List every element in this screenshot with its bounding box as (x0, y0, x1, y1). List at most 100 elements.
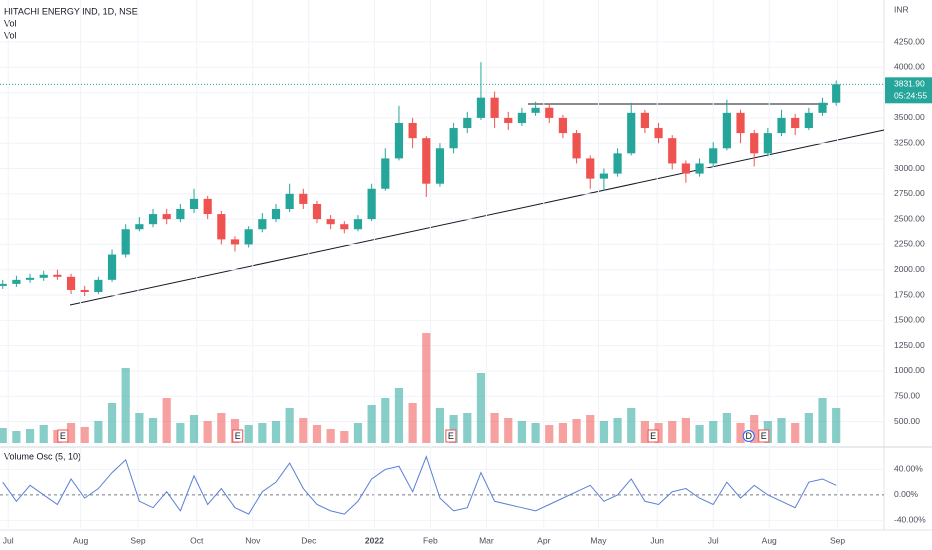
volume-bar (586, 415, 595, 443)
event-marker (57, 429, 69, 443)
volume-bar (189, 415, 199, 443)
candle-body (203, 198, 212, 215)
x-tick-label: 2022 (365, 535, 384, 545)
candle-body (148, 214, 158, 225)
candle-body (408, 122, 417, 139)
volume-bar (162, 398, 171, 443)
volume-bar (340, 431, 349, 443)
currency-label: INR (894, 4, 909, 14)
y-tick-label: 4000.00 (894, 62, 925, 72)
y-tick-label: 750.00 (894, 390, 920, 400)
volume-bar (722, 413, 731, 443)
volume-bar (176, 423, 185, 443)
candle-body (654, 128, 663, 139)
volume-bar (832, 408, 841, 443)
candle-body (517, 112, 527, 123)
y-tick-label: 3500.00 (894, 112, 925, 122)
indicator-label: Vol (4, 18, 17, 28)
candle-body (176, 209, 185, 220)
candle-body (531, 107, 540, 113)
candle-body (285, 193, 294, 210)
volume-bar (285, 408, 294, 443)
volume-bar (449, 415, 458, 443)
candle-body (736, 112, 745, 134)
event-label: E (60, 431, 66, 441)
candle-body (449, 128, 458, 149)
candle-body (545, 107, 554, 118)
candle-body (271, 209, 281, 220)
candle-body (135, 224, 144, 230)
candle-body (107, 254, 117, 280)
volume-bar (545, 425, 554, 443)
volume-bar (121, 368, 130, 443)
y-tick-label: 3250.00 (894, 137, 925, 147)
volume-bar (476, 373, 486, 443)
candle-body (422, 138, 431, 184)
support-trendline (69, 129, 885, 306)
x-tick-label: Sep (130, 535, 145, 545)
candle-body (750, 133, 759, 154)
candle-body (367, 188, 376, 220)
y-tick-label: 500.00 (894, 416, 920, 426)
y-tick-label: 3000.00 (894, 163, 925, 173)
last-price-box (885, 77, 932, 104)
candle-body (463, 117, 472, 129)
event-label: E (650, 431, 656, 441)
y-tick-label: 1250.00 (894, 340, 925, 350)
x-tick-label: Jul (3, 535, 14, 545)
osc-tick-label: 0.00% (894, 489, 919, 499)
candle-body (244, 229, 253, 245)
candle-body (381, 158, 390, 189)
event-label: D (745, 431, 752, 441)
candle-body (476, 97, 486, 118)
volume-bar (39, 425, 48, 443)
candle-body (777, 117, 786, 134)
y-tick-label: 1750.00 (894, 289, 925, 299)
candle-body (53, 274, 62, 277)
x-tick-label: Aug (73, 535, 88, 545)
last-price-label: 3831.90 (894, 79, 925, 89)
candle-body (299, 193, 308, 204)
candle-body (722, 112, 731, 149)
candle-body (94, 279, 103, 292)
y-tick-label: 2000.00 (894, 264, 925, 274)
candle-body (162, 214, 171, 220)
candle-body (818, 102, 827, 113)
volume-bar (531, 423, 540, 443)
y-tick-label: 1000.00 (894, 365, 925, 375)
candle-body (804, 112, 813, 129)
candle-body (80, 289, 89, 292)
y-tick-label: 2500.00 (894, 213, 925, 223)
candle-body (230, 239, 240, 245)
volume-bar (613, 418, 622, 443)
candle-body (791, 117, 800, 129)
volume-bar (107, 403, 117, 443)
countdown-label: 05:24:55 (894, 91, 927, 101)
volume-bar (504, 418, 513, 443)
candle-body (326, 219, 335, 225)
y-tick-label: 2250.00 (894, 239, 925, 249)
volume-bar (750, 415, 759, 443)
volume-bar (258, 423, 267, 443)
volume-bar (804, 413, 813, 443)
candle-body (435, 148, 445, 184)
volume-bar (203, 421, 212, 443)
volume-bar (217, 413, 226, 443)
x-tick-label: May (590, 535, 607, 545)
volume-bar (818, 398, 827, 443)
candle-body (340, 224, 349, 230)
event-label: E (761, 431, 767, 441)
volume-bar (599, 421, 609, 443)
oscillator-title: Volume Osc (5, 10) (4, 451, 81, 461)
chart-title: HITACHI ENERGY IND, 1D, NSE (4, 6, 138, 16)
candle-body (832, 84, 841, 103)
volume-bar (244, 425, 253, 443)
volume-bar (627, 408, 636, 443)
oscillator-line (2, 455, 837, 515)
x-tick-label: Jun (650, 535, 664, 545)
volume-bar (271, 421, 281, 443)
volume-bar (381, 398, 390, 443)
x-tick-label: Feb (423, 535, 438, 545)
x-tick-label: Mar (479, 535, 494, 545)
